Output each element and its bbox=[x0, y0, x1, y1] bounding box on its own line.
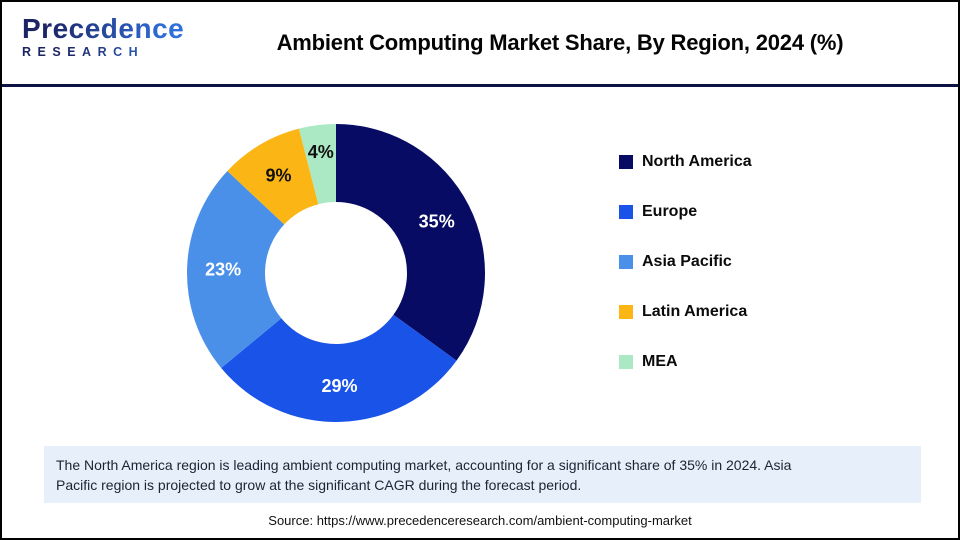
header-divider bbox=[2, 84, 958, 87]
logo-wordmark: Precedence bbox=[22, 13, 185, 44]
legend-swatch bbox=[619, 355, 633, 369]
slice-data-label: 4% bbox=[308, 142, 334, 162]
slice-data-label: 29% bbox=[321, 376, 357, 396]
chart-title: Ambient Computing Market Share, By Regio… bbox=[276, 30, 844, 55]
legend-swatch bbox=[619, 305, 633, 319]
header: Precedence RESEARCH Ambient Computing Ma… bbox=[2, 2, 958, 84]
legend-item-asia-pacific: Asia Pacific bbox=[619, 252, 752, 272]
donut-slice-mea bbox=[298, 124, 336, 205]
chart-legend: North America Europe Asia Pacific Latin Ame… bbox=[619, 152, 752, 402]
legend-label: Latin America bbox=[642, 303, 748, 320]
legend-item-north-america: North America bbox=[619, 152, 752, 172]
legend-swatch bbox=[619, 155, 633, 169]
note-box: The North America region is leading ambi… bbox=[44, 446, 921, 503]
precedence-logo: Precedence RESEARCH bbox=[22, 15, 184, 59]
donut-slice-europe bbox=[221, 314, 457, 423]
slice-data-label: 35% bbox=[419, 212, 455, 232]
donut-chart: 35% 29% 23% 9% 4% bbox=[186, 124, 485, 423]
legend-swatch bbox=[619, 255, 633, 269]
legend-label: North America bbox=[642, 153, 752, 170]
donut-slice-asia-pacific bbox=[186, 171, 285, 368]
source-text: Source: https://www.precedenceresearch.c… bbox=[268, 513, 692, 528]
slice-data-label: 23% bbox=[205, 260, 241, 280]
legend-label: Asia Pacific bbox=[642, 253, 732, 270]
legend-item-latin-america: Latin America bbox=[619, 302, 752, 322]
legend-item-europe: Europe bbox=[619, 202, 752, 222]
legend-item-mea: MEA bbox=[619, 352, 752, 372]
legend-swatch bbox=[619, 205, 633, 219]
slice-data-label: 9% bbox=[265, 166, 291, 186]
donut-slice-latin-america bbox=[227, 128, 319, 225]
logo-subtitle: RESEARCH bbox=[22, 46, 184, 59]
legend-label: MEA bbox=[642, 353, 678, 370]
note-text: The North America region is leading ambi… bbox=[56, 457, 792, 493]
donut-slice-north-america bbox=[336, 124, 485, 361]
legend-label: Europe bbox=[642, 203, 698, 220]
